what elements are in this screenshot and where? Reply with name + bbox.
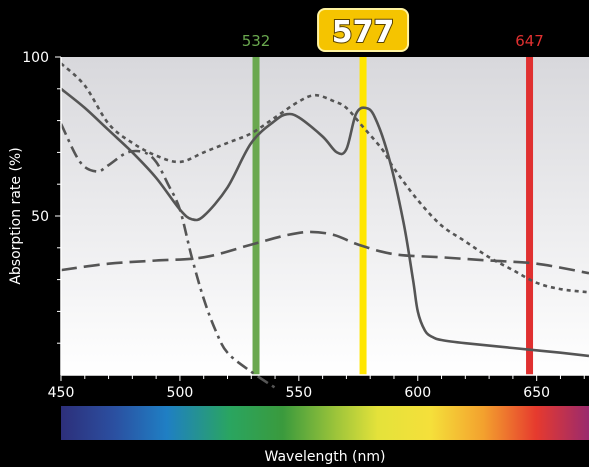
absorption-curve-dashed [60,230,589,275]
x-tick-label-450: 450 [48,385,75,401]
x-tick-label-650: 650 [523,385,550,401]
marker-label-577: 577 [332,15,395,50]
x-tick-label-600: 600 [404,385,431,401]
marker-label-532: 532 [242,32,271,50]
plot-area [61,57,589,375]
x-axis-title: Wavelength (nm) [265,449,386,465]
absorption-curve-dash-dot [59,123,276,389]
y-tick-label-50: 50 [31,209,49,225]
marker-badge-577 [317,8,410,52]
marker-label-647: 647 [515,32,544,50]
wavelength-spectrum-bar [61,406,589,440]
x-tick-label-500: 500 [167,385,194,401]
y-tick-label-100: 100 [22,50,49,66]
x-tick-label-550: 550 [285,385,312,401]
y-axis-title: Absorption rate (%) [8,147,24,284]
absorption-curve-dotted [60,62,589,294]
